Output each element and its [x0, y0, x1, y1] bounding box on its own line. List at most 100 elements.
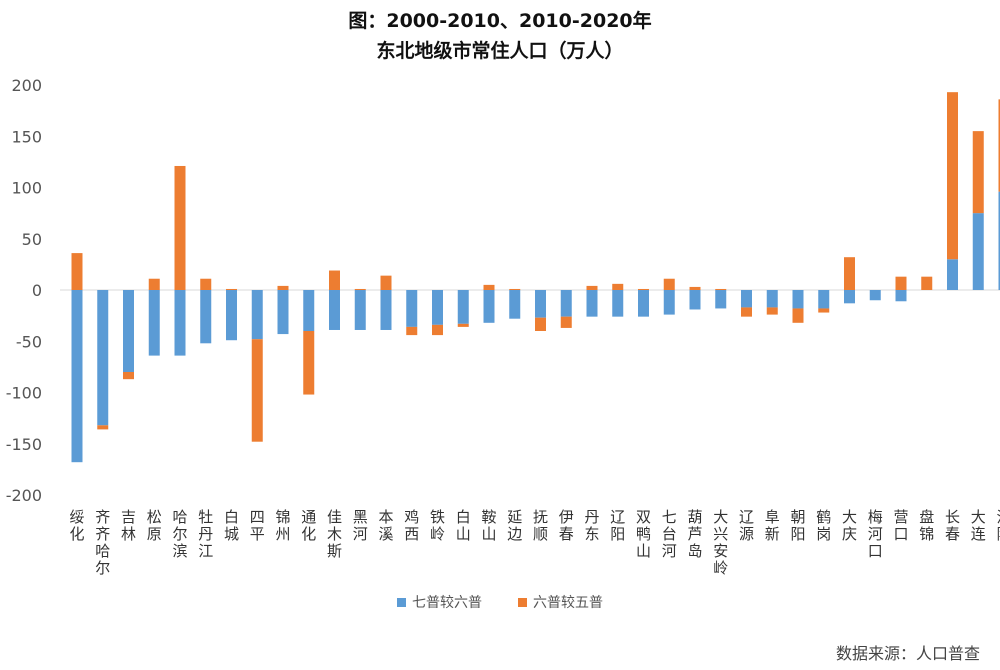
legend-item-series1[interactable]: 七普较六普: [397, 592, 482, 612]
legend-swatch-series1: [397, 597, 406, 607]
bar-series1: [766, 290, 778, 308]
source-note: 数据来源：人口普查: [835, 644, 980, 663]
x-tick-label: 黑河: [353, 508, 368, 543]
bar-series1: [148, 290, 160, 356]
bar-series1: [869, 290, 881, 301]
x-tick-label: 哈尔滨: [172, 508, 187, 560]
x-tick-label: 伊春: [559, 508, 574, 543]
x-tick-label: 抚顺: [533, 508, 548, 543]
x-tick-label: 锦州: [275, 508, 290, 543]
bar-series1: [792, 290, 804, 309]
y-tick-label: 150: [11, 127, 42, 146]
bar-series1: [406, 290, 418, 327]
x-tick-label: 鞍山: [481, 508, 496, 543]
bar-series2: [303, 331, 315, 395]
bar-series1: [457, 290, 469, 324]
x-tick-label: 大连: [971, 508, 986, 543]
x-tick-label: 大兴安岭: [713, 508, 728, 577]
bar-series2: [895, 276, 907, 290]
x-tick-label: 四平: [250, 508, 265, 543]
bar-series2: [226, 288, 237, 290]
bar-series2: [148, 278, 160, 290]
bar-series1: [947, 259, 958, 290]
bar-series2: [792, 308, 804, 323]
bar-series2: [741, 307, 752, 317]
bar-series1: [663, 290, 675, 315]
x-tick-label: 辽阳: [610, 508, 625, 543]
x-tick-label: 齐齐哈尔: [95, 508, 110, 577]
bar-series2: [972, 131, 984, 214]
y-tick-label: -100: [6, 384, 42, 403]
chart-title-line2: 东北地级市常住人口（万人）: [376, 40, 624, 62]
bar-series1: [972, 213, 984, 290]
x-tick-label: 双鸭山: [636, 508, 651, 560]
bar-series1: [844, 290, 855, 304]
x-tick-label: 大庆: [842, 508, 857, 543]
x-tick-label: 丹东: [584, 508, 599, 543]
x-tick-label: 佳木斯: [327, 508, 342, 560]
y-tick-label: -50: [16, 332, 42, 351]
legend-label-series2: 六普较五普: [533, 595, 603, 611]
x-tick-label: 辽源: [739, 508, 754, 543]
x-tick-label: 白山: [456, 508, 471, 543]
x-tick-label: 延边: [507, 508, 522, 543]
x-tick-label: 梅河口: [868, 508, 883, 560]
x-tick-label: 牡丹江: [198, 508, 213, 560]
bar-series2: [663, 278, 675, 290]
bar-series2: [406, 326, 418, 336]
x-tick-label: 沈阳: [996, 508, 1000, 543]
bar-series2: [766, 307, 778, 315]
x-tick-label: 葫芦岛: [687, 508, 702, 560]
bar-series1: [97, 290, 109, 426]
legend-label-series1: 七普较六普: [412, 595, 482, 611]
bar-series1: [715, 290, 727, 309]
bar-series1: [277, 290, 289, 335]
bar-series2: [947, 92, 958, 260]
x-tick-label: 通化: [301, 508, 316, 543]
bar-series1: [123, 290, 134, 372]
y-tick-label: 200: [11, 76, 42, 95]
bar-series2: [818, 308, 830, 313]
x-tick-label: 鸡西: [404, 508, 419, 543]
x-tick-label: 营口: [893, 508, 908, 543]
bar-series1: [200, 290, 212, 344]
bar-series2: [200, 278, 212, 290]
legend-item-series2[interactable]: 六普较五普: [518, 592, 603, 612]
bar-series2: [354, 288, 366, 290]
bar-series1: [560, 290, 572, 317]
bar-series1: [483, 290, 495, 323]
bar-series2: [97, 425, 109, 430]
bar-series2: [921, 276, 933, 290]
bar-series1: [226, 290, 237, 341]
x-tick-label: 七台河: [662, 508, 677, 560]
bar-series2: [123, 372, 134, 380]
bar-series2: [380, 275, 392, 290]
bar-series1: [586, 290, 598, 317]
bar-series2: [457, 323, 469, 327]
x-tick-label: 盘锦: [919, 508, 934, 543]
bar-series1: [509, 290, 521, 319]
y-tick-label: -200: [6, 486, 42, 505]
bar-series2: [483, 284, 495, 290]
x-tick-label: 长春: [945, 508, 960, 543]
x-tick-label: 铁岭: [430, 508, 445, 543]
bar-series2: [586, 285, 598, 290]
bar-series1: [71, 290, 83, 463]
chart-title-line1: 图：2000-2010、2010-2020年: [348, 10, 652, 32]
x-tick-label: 松原: [147, 508, 162, 543]
legend: 七普较六普 六普较五普: [0, 592, 1000, 612]
bar-series2: [432, 324, 443, 336]
x-tick-label: 阜新: [765, 508, 780, 543]
y-tick-label: 0: [32, 281, 42, 300]
bar-series2: [638, 288, 649, 290]
bar-series1: [303, 290, 315, 331]
x-tick-label: 鹤岗: [816, 508, 831, 543]
y-tick-label: -150: [6, 435, 42, 454]
bar-series2: [71, 253, 83, 290]
bar-series2: [844, 257, 855, 290]
bar-series1: [818, 290, 830, 309]
bar-series1: [380, 290, 392, 330]
bar-series1: [251, 290, 263, 340]
bar-series2: [715, 288, 727, 290]
bar-series1: [998, 191, 1000, 290]
